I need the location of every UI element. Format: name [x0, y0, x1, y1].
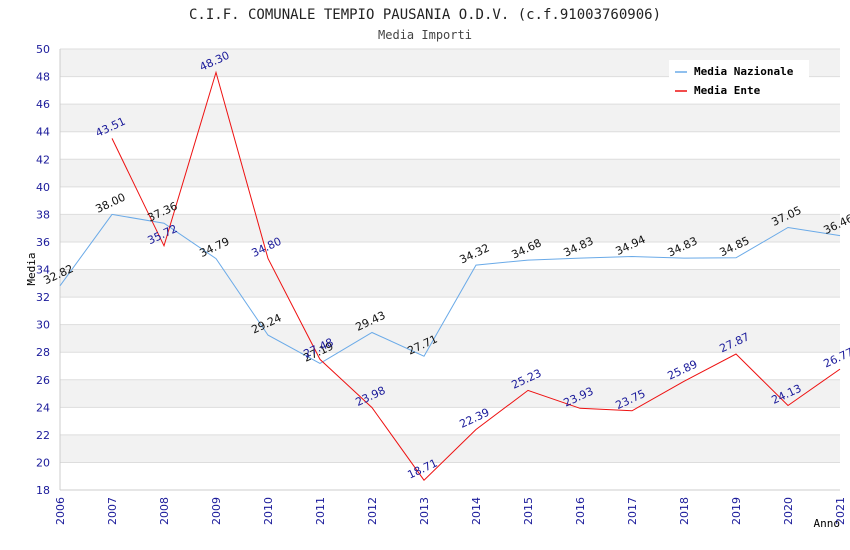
y-tick-label: 46: [36, 98, 50, 111]
y-tick-label: 20: [36, 456, 50, 469]
data-label-media-nazionale: 38.00: [93, 191, 127, 216]
x-tick-label: 2014: [470, 497, 483, 525]
y-tick-label: 38: [36, 208, 50, 221]
legend-label-media-nazionale: Media Nazionale: [694, 65, 794, 78]
data-label-media-nazionale: 34.32: [457, 241, 491, 266]
data-label-media-ente: 25.89: [665, 358, 699, 383]
y-tick-label: 32: [36, 291, 50, 304]
y-tick-label: 18: [36, 484, 50, 497]
grid-band: [60, 379, 840, 408]
series-line-media-nazionale: [59, 213, 841, 364]
x-tick-label: 2020: [782, 497, 795, 525]
x-tick-label: 2016: [574, 497, 587, 525]
y-tick-label: 26: [36, 374, 50, 387]
x-axis-label: Anno: [814, 517, 841, 530]
y-axis-ticks: 18 20 22 24 26 28 30 32 34 36 38 40 42 44 46 48 50: [36, 43, 50, 497]
plot-background-bands: [60, 48, 840, 491]
chart-title: C.I.F. COMUNALE TEMPIO PAUSANIA O.D.V. (…: [189, 7, 661, 23]
series-lines: [59, 70, 841, 481]
x-tick-label: 2006: [54, 497, 67, 525]
grid-band: [60, 269, 840, 298]
y-tick-label: 42: [36, 153, 50, 166]
y-tick-label: 44: [36, 126, 50, 139]
x-tick-label: 2017: [626, 497, 639, 525]
grid-band: [60, 104, 840, 132]
grid-band: [60, 324, 840, 353]
x-tick-label: 2009: [210, 497, 223, 525]
x-tick-label: 2019: [730, 497, 743, 525]
y-tick-label: 34: [36, 264, 50, 277]
grid-band: [60, 159, 840, 187]
chart-subtitle: Media Importi: [378, 28, 472, 42]
legend: Media Nazionale Media Ente: [669, 60, 809, 102]
y-tick-label: 22: [36, 429, 50, 442]
x-tick-label: 2021: [834, 497, 847, 525]
y-tick-label: 36: [36, 236, 50, 249]
y-tick-label: 40: [36, 181, 50, 194]
y-tick-label: 48: [36, 71, 50, 84]
x-axis-ticks: 2006 2007 2008 2009 2010 2011 2012 2013 2014 2015…: [54, 497, 847, 525]
y-axis-label: Media: [25, 252, 38, 285]
grid-band: [60, 434, 840, 463]
x-tick-label: 2015: [522, 497, 535, 525]
x-tick-label: 2012: [366, 497, 379, 525]
x-tick-label: 2007: [106, 497, 119, 525]
y-tick-label: 24: [36, 401, 50, 414]
data-label-media-ente: 22.39: [457, 406, 491, 431]
x-tick-label: 2010: [262, 497, 275, 525]
x-tick-label: 2018: [678, 497, 691, 525]
legend-box: [669, 60, 809, 102]
series-line-media-ente: [111, 70, 841, 481]
y-tick-label: 50: [36, 43, 50, 56]
legend-label-media-ente: Media Ente: [694, 84, 761, 97]
y-tick-label: 30: [36, 319, 50, 332]
grid-band: [60, 214, 840, 242]
plot-frame: [59, 49, 840, 491]
x-tick-label: 2011: [314, 497, 327, 525]
x-tick-label: 2008: [158, 497, 171, 525]
y-tick-label: 28: [36, 346, 50, 359]
x-tick-label: 2013: [418, 497, 431, 525]
